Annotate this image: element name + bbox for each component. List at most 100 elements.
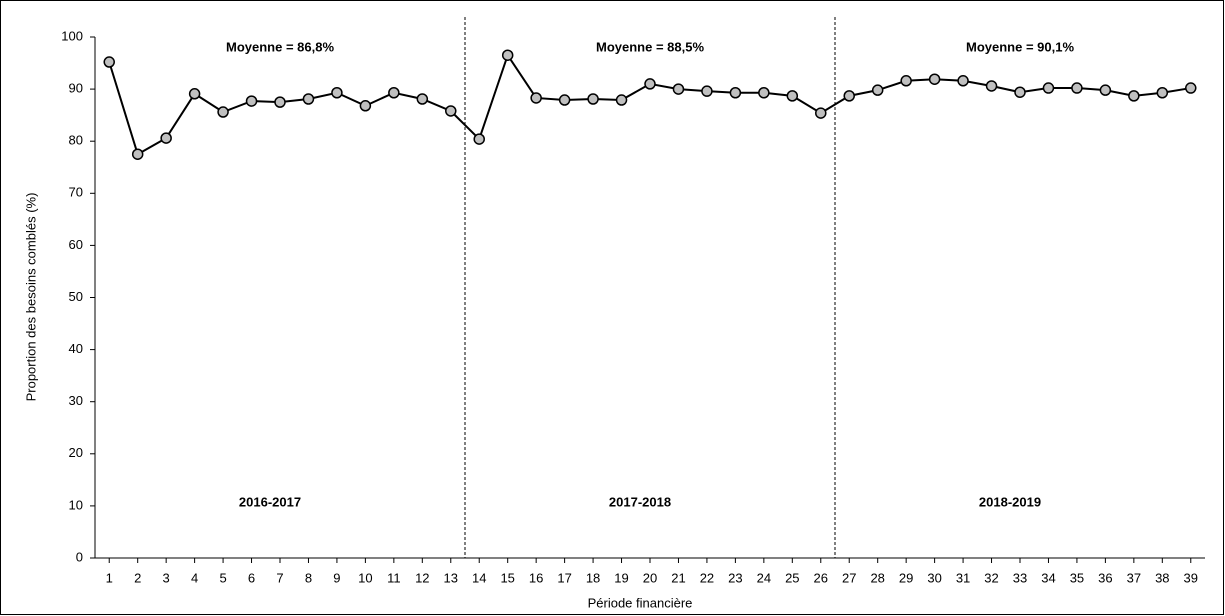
y-tick-label: 80 [69, 133, 83, 148]
marker [871, 84, 884, 96]
marker [188, 88, 201, 100]
x-tick-label: 1 [106, 570, 113, 585]
marker [928, 73, 941, 85]
x-tick-label: 25 [785, 570, 799, 585]
x-tick-label: 34 [1041, 570, 1055, 585]
marker [729, 86, 742, 99]
x-tick-label: 38 [1155, 570, 1169, 585]
x-tick-label: 26 [814, 570, 828, 585]
x-tick-label: 9 [333, 570, 340, 585]
x-tick-label: 22 [700, 570, 714, 585]
marker [445, 105, 457, 117]
marker [1014, 86, 1026, 98]
x-tick-label: 35 [1070, 570, 1084, 585]
x-tick-label: 3 [163, 570, 170, 585]
x-tick-label: 13 [444, 570, 458, 585]
marker [131, 148, 144, 160]
y-axis-label: Proportion des besoins comblés (%) [23, 193, 38, 402]
period-label: 2018-2019 [979, 494, 1041, 509]
x-tick-label: 15 [500, 570, 514, 585]
marker [388, 86, 400, 99]
x-tick-label: 24 [757, 570, 771, 585]
y-tick-label: 90 [69, 81, 83, 96]
x-tick-label: 4 [191, 570, 198, 585]
marker [701, 85, 713, 97]
x-tick-label: 23 [728, 570, 742, 585]
x-tick-label: 17 [557, 570, 571, 585]
x-tick-label: 7 [276, 570, 283, 585]
x-tick-label: 27 [842, 570, 856, 585]
marker [985, 80, 998, 92]
marker [1099, 84, 1112, 96]
marker [786, 90, 799, 102]
marker [331, 86, 343, 99]
marker [160, 132, 172, 144]
x-tick-label: 21 [671, 570, 685, 585]
x-tick-label: 11 [387, 570, 401, 585]
marker [900, 75, 912, 87]
x-tick-label: 29 [899, 570, 913, 585]
marker [1185, 82, 1197, 94]
marker [245, 95, 258, 107]
marker [615, 94, 628, 106]
x-tick-label: 39 [1184, 570, 1198, 585]
x-tick-label: 37 [1127, 570, 1141, 585]
x-tick-label: 18 [586, 570, 600, 585]
x-tick-label: 8 [305, 570, 312, 585]
x-tick-label: 33 [1013, 570, 1027, 585]
marker [473, 133, 485, 145]
mean-annotation: Moyenne = 86,8% [226, 39, 334, 54]
y-tick-label: 50 [69, 289, 83, 304]
x-tick-label: 14 [472, 570, 486, 585]
marker [416, 93, 429, 105]
marker [530, 92, 542, 104]
x-tick-label: 28 [870, 570, 884, 585]
marker [359, 100, 372, 112]
y-tick-label: 10 [69, 497, 83, 512]
mean-annotation: Moyenne = 88,5% [596, 39, 704, 54]
x-tick-label: 10 [358, 570, 372, 585]
x-tick-label: 5 [219, 570, 226, 585]
x-tick-label: 16 [529, 570, 543, 585]
y-tick-label: 30 [69, 393, 83, 408]
y-tick-label: 20 [69, 445, 83, 460]
marker [957, 75, 969, 87]
x-tick-label: 2 [134, 570, 141, 585]
marker [1128, 90, 1140, 102]
marker [103, 56, 115, 68]
marker [274, 96, 286, 108]
period-label: 2017-2018 [609, 494, 671, 509]
marker [1156, 86, 1169, 99]
marker [587, 93, 599, 105]
marker [672, 83, 685, 95]
x-tick-label: 20 [643, 570, 657, 585]
marker [815, 107, 827, 119]
marker [501, 49, 514, 61]
x-tick-label: 6 [248, 570, 255, 585]
marker [1042, 82, 1055, 94]
marker [558, 94, 571, 106]
x-tick-label: 30 [927, 570, 941, 585]
y-tick-label: 70 [69, 185, 83, 200]
marker [843, 90, 855, 102]
y-tick-label: 100 [61, 28, 83, 43]
x-tick-label: 31 [956, 570, 970, 585]
x-tick-label: 19 [614, 570, 628, 585]
marker [644, 78, 656, 90]
period-label: 2016-2017 [239, 494, 301, 509]
marker [302, 93, 315, 105]
y-tick-label: 60 [69, 237, 83, 252]
x-tick-label: 12 [415, 570, 429, 585]
line [108, 52, 1191, 156]
marker [217, 106, 229, 118]
marker [1071, 82, 1083, 94]
marker [758, 86, 770, 99]
mean-annotation: Moyenne = 90,1% [966, 39, 1074, 54]
x-axis-label: Période financière [588, 595, 693, 610]
x-tick-label: 36 [1098, 570, 1112, 585]
y-tick-label: 40 [69, 341, 83, 356]
y-tick-label: 0 [76, 549, 83, 564]
x-tick-label: 32 [984, 570, 998, 585]
